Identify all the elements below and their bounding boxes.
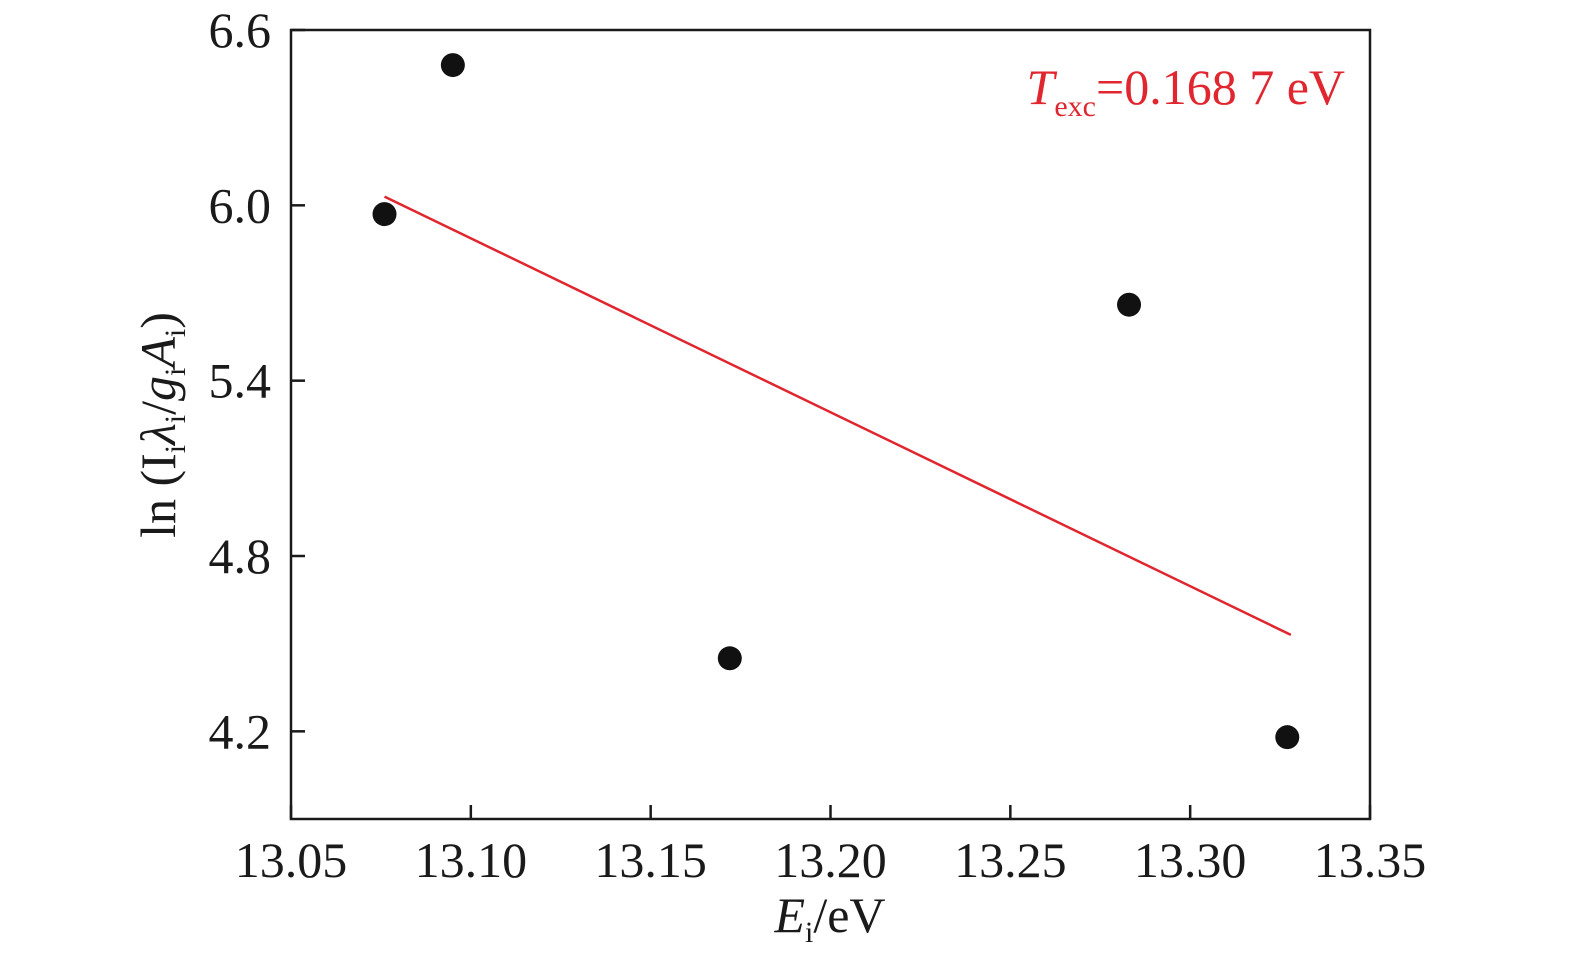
y-tick-label: 4.2 [209, 703, 272, 759]
y-axis-title-sub2: i [159, 415, 192, 423]
y-axis-title-prefix: ln (I [130, 453, 186, 538]
y-tick-label: 5.4 [209, 353, 272, 409]
x-tick-label: 13.35 [1314, 832, 1427, 888]
x-tick-label: 13.15 [594, 832, 707, 888]
y-axis-title-g: g [130, 376, 186, 401]
plot-border [289, 28, 1372, 821]
y-axis-title-lambda: λ [130, 423, 186, 447]
y-axis-title-sub1: i [159, 445, 192, 453]
x-tick-label: 13.10 [415, 832, 528, 888]
data-point [1275, 725, 1300, 750]
y-axis-title-sub4: i [159, 329, 192, 337]
data-points [372, 53, 1300, 750]
fit-line [383, 195, 1292, 637]
y-axis-title-sub3: i [159, 368, 192, 376]
x-axis-title-main: E [773, 887, 805, 943]
plot-frame [289, 28, 1372, 821]
data-point [440, 53, 465, 78]
y-tick-label: 6.0 [209, 177, 272, 233]
annotation-value: =0.168 7 eV [1096, 59, 1345, 115]
y-tick-label: 6.6 [209, 2, 272, 58]
x-axis-title-unit: /eV [813, 887, 885, 943]
x-tick-label: 13.30 [1134, 832, 1247, 888]
x-tick-label: 13.20 [774, 832, 887, 888]
x-axis-ticks: 13.05 13.10 13.15 13.20 13.25 13.30 13.35 [235, 805, 1427, 888]
y-axis-ticks: 4.2 4.8 5.4 6.0 6.6 [209, 2, 305, 759]
y-axis-title-suffix: ) [130, 312, 186, 329]
annotation-T: T [1027, 59, 1058, 115]
annotation-text: Texc=0.168 7 eV [1027, 59, 1345, 123]
data-point [717, 646, 742, 671]
y-tick-label: 4.8 [209, 528, 272, 584]
data-point [1117, 292, 1142, 317]
x-axis-title-subscript: i [805, 916, 813, 949]
y-axis-title-slash: / [130, 401, 186, 415]
y-axis-title-A: A [130, 337, 186, 371]
data-point [372, 202, 397, 227]
x-axis-title: Ei/eV [773, 887, 885, 949]
fit-line-group [383, 195, 1292, 637]
y-axis-title: ln (Iiλi/giAi) [130, 312, 192, 538]
x-tick-label: 13.25 [954, 832, 1067, 888]
x-tick-label: 13.05 [235, 832, 348, 888]
annotation-subscript: exc [1054, 90, 1096, 123]
